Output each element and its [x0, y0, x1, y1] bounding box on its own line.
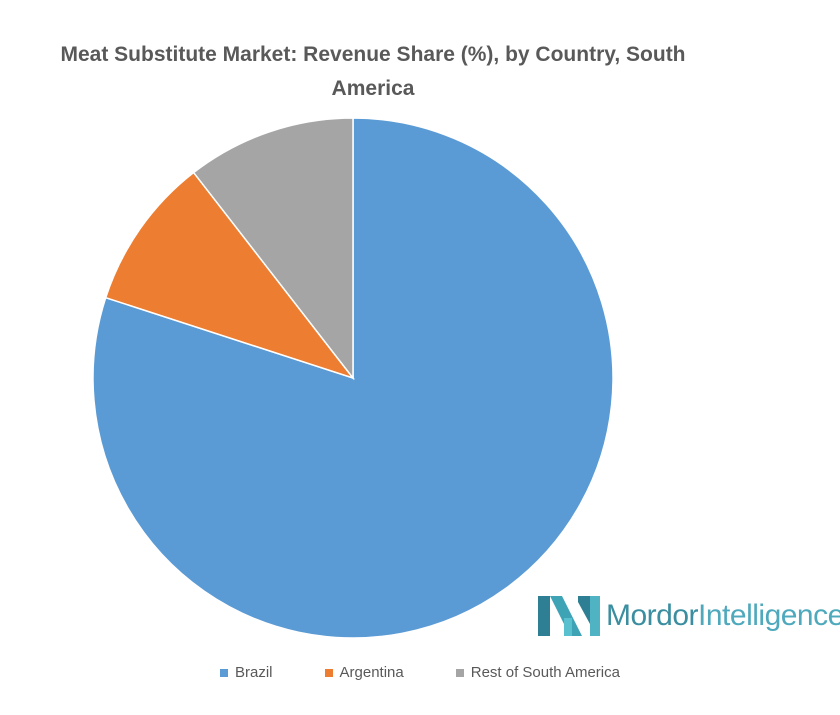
legend-item-rest-of-south-america: Rest of South America [455, 664, 620, 681]
mordor-intelligence-logo: MordorIntelligence [538, 594, 840, 638]
legend-item-brazil: Brazil [220, 664, 273, 681]
logo-wordmark: MordorIntelligence [606, 599, 840, 633]
pie-slice-argentina [104, 171, 356, 380]
legend-swatch [455, 668, 464, 677]
legend-label: Argentina [339, 664, 404, 681]
pie-slice-brazil [92, 117, 614, 639]
logo-text-bold: Mordor [606, 599, 699, 632]
chart-legend: Brazil Argentina Rest of South America [0, 664, 840, 681]
pie-slice-rest-of-south-america [192, 117, 354, 381]
chart-title-line-1: Meat Substitute Market: Revenue Share (%… [60, 43, 686, 66]
legend-item-argentina: Argentina [324, 664, 404, 681]
legend-swatch [220, 668, 228, 677]
logo-text-light: Intelligence [698, 599, 840, 632]
chart-title-line-2: America [331, 77, 415, 100]
legend-label: Rest of South America [470, 664, 620, 681]
mordor-intelligence-logo-icon [538, 596, 600, 636]
chart-title: Meat Substitute Market: Revenue Share (%… [0, 38, 746, 106]
legend-swatch [324, 668, 333, 677]
legend-label: Brazil [235, 664, 273, 681]
